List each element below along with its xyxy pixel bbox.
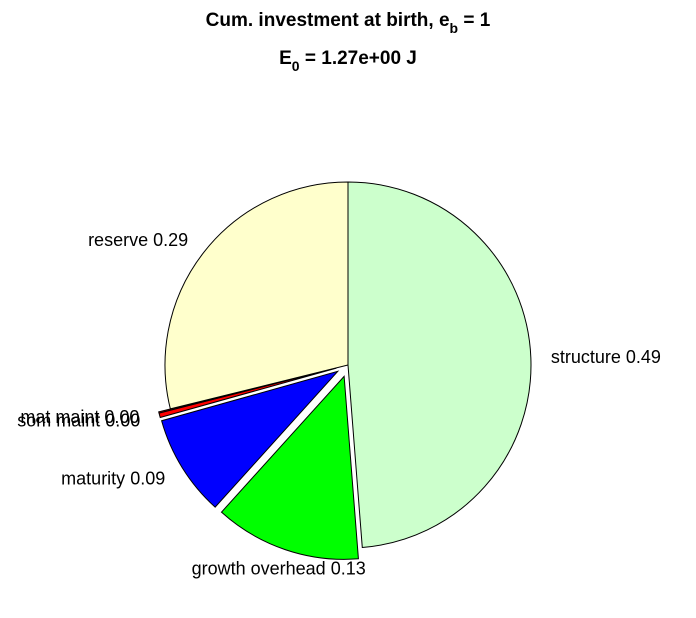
slice-name: structure [551, 347, 621, 367]
pie-slice [347, 181, 532, 548]
slice-value: 0.29 [153, 230, 188, 250]
slice-name: maturity [61, 468, 125, 488]
slice-label: structure 0.49 [551, 347, 661, 367]
pie-slice [160, 370, 340, 508]
pie-slice [220, 375, 359, 560]
chart-title: Cum. investment at birth, eb = 1 [206, 10, 491, 36]
slice-name: mat maint [20, 407, 99, 427]
pie-slice [164, 181, 349, 410]
chart-subtitle: E0 = 1.27e+00 J [279, 48, 417, 74]
slice-value: 0.13 [331, 559, 366, 579]
slice-label: growth overhead 0.13 [192, 559, 366, 579]
slice-label: som maint 0.00 [17, 410, 140, 430]
subtitle-sub: 0 [292, 58, 300, 74]
slice-value: 0.00 [105, 410, 140, 430]
slice-name: growth overhead [192, 559, 326, 579]
title-rest: = 1 [458, 10, 491, 31]
slice-name: som maint [17, 410, 100, 430]
subtitle-rest: = 1.27e+00 J [300, 48, 417, 69]
slice-value: 0.00 [104, 407, 139, 427]
slice-value: 0.09 [130, 468, 165, 488]
slice-label: reserve 0.29 [88, 230, 188, 250]
title-text: Cum. investment at birth, e [206, 10, 450, 31]
slice-name: reserve [88, 230, 148, 250]
subtitle-text: E [279, 48, 292, 69]
slice-label: maturity 0.09 [61, 468, 165, 488]
title-sub: b [450, 20, 459, 36]
slice-value: 0.49 [626, 347, 661, 367]
slice-label: mat maint 0.00 [20, 407, 139, 427]
